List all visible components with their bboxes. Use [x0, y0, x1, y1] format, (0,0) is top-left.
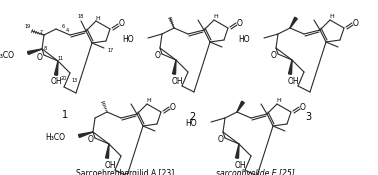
Text: H: H — [147, 99, 151, 103]
Text: 1: 1 — [62, 110, 68, 120]
Text: 2: 2 — [189, 112, 195, 122]
Text: 19: 19 — [25, 25, 31, 30]
Polygon shape — [288, 60, 292, 74]
Text: H: H — [330, 15, 335, 19]
Text: HO: HO — [122, 36, 134, 44]
Text: 4: 4 — [65, 29, 68, 33]
Text: H: H — [277, 99, 281, 103]
Text: O: O — [155, 51, 161, 61]
Text: OH: OH — [104, 160, 116, 170]
Text: H: H — [96, 16, 101, 20]
Polygon shape — [54, 61, 58, 75]
Polygon shape — [235, 144, 239, 158]
Text: 6: 6 — [62, 23, 65, 29]
Text: O: O — [37, 52, 43, 61]
Text: O: O — [218, 135, 224, 145]
Text: O: O — [170, 103, 176, 111]
Text: sarcophyolide E [25]: sarcophyolide E [25] — [215, 170, 294, 175]
Text: HO: HO — [239, 36, 250, 44]
Polygon shape — [28, 49, 42, 54]
Text: OH: OH — [234, 160, 246, 170]
Text: 7: 7 — [39, 30, 43, 34]
Text: OH: OH — [171, 76, 183, 86]
Text: O: O — [237, 19, 243, 27]
Text: 20: 20 — [61, 76, 67, 82]
Text: HO: HO — [185, 120, 197, 128]
Text: 17: 17 — [108, 47, 114, 52]
Polygon shape — [105, 144, 109, 158]
Polygon shape — [237, 101, 244, 112]
Polygon shape — [79, 132, 93, 137]
Text: O: O — [353, 19, 359, 27]
Text: O: O — [300, 103, 306, 111]
Text: OH: OH — [287, 76, 299, 86]
Text: O: O — [88, 135, 94, 145]
Text: H₃CO: H₃CO — [0, 51, 14, 60]
Text: O: O — [271, 51, 277, 61]
Text: Sarcoehrenbergilid A [23]: Sarcoehrenbergilid A [23] — [76, 170, 174, 175]
Text: 18: 18 — [78, 15, 84, 19]
Text: 13: 13 — [72, 78, 78, 82]
Text: 11: 11 — [58, 57, 64, 61]
Text: O: O — [119, 19, 125, 29]
Text: H₃CO: H₃CO — [45, 134, 65, 142]
Polygon shape — [172, 60, 176, 74]
Polygon shape — [290, 17, 297, 28]
Text: H: H — [214, 15, 218, 19]
Text: OH: OH — [50, 78, 62, 86]
Text: 8: 8 — [43, 46, 46, 51]
Text: 3: 3 — [305, 112, 311, 122]
